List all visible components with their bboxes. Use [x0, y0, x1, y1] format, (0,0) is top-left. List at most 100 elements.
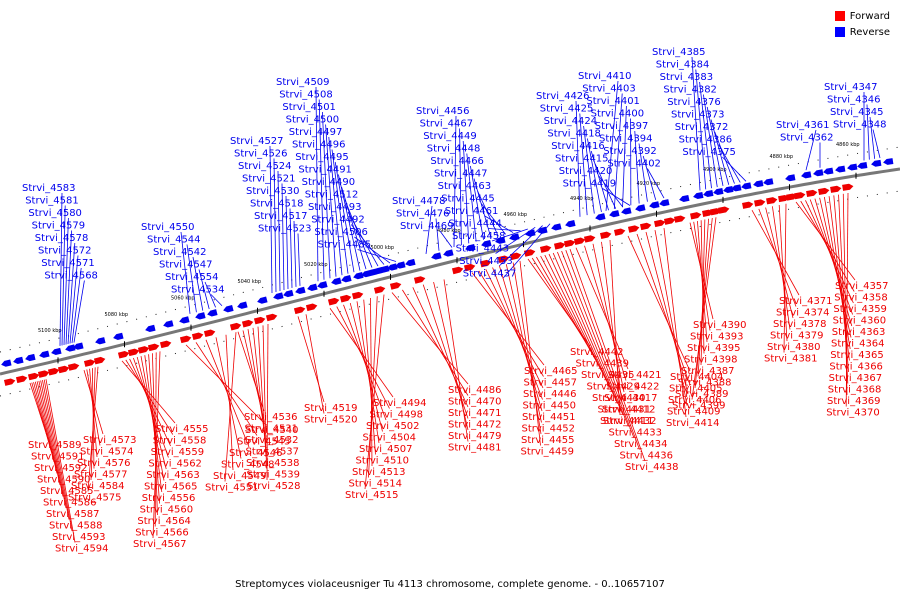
reverse-gene-arrow: [551, 223, 562, 231]
gene-label: Strvi_4587: [46, 509, 100, 520]
forward-gene-arrow: [718, 206, 730, 214]
label-leader-line: [322, 111, 331, 279]
gene-label: Strvi_4397: [595, 121, 649, 132]
axis-tick-label: 4920 kbp: [637, 181, 661, 187]
gene-label: Strvi_4370: [826, 408, 880, 419]
gene-label: Strvi_4517: [254, 211, 308, 222]
label-leader-line: [700, 219, 706, 366]
label-leader-line: [569, 248, 646, 462]
label-leader-line: [594, 163, 617, 209]
reverse-gene-arrow: [595, 213, 606, 221]
gene-label: Strvi_4532: [245, 435, 299, 446]
forward-gene-arrow: [539, 245, 552, 253]
gene-label: Strvi_4577: [74, 470, 128, 481]
gene-label: Strvi_4373: [671, 110, 725, 121]
label-leader-line: [277, 170, 281, 291]
label-leader-line: [266, 324, 269, 481]
gene-label: Strvi_4506: [314, 227, 368, 238]
gene-arrows: [1, 158, 894, 386]
label-leader-line: [368, 296, 378, 478]
gene-label: Strvi_4446: [523, 389, 577, 400]
gene-label: Strvi_4409: [667, 407, 721, 418]
label-leader-line: [152, 351, 161, 539]
gene-label: Strvi_4527: [230, 136, 284, 147]
gene-label: Strvi_4564: [137, 516, 191, 527]
gene-label: Strvi_4443: [456, 244, 510, 255]
label-leader-line: [579, 113, 588, 216]
gene-label: Strvi_4394: [599, 134, 653, 145]
gene-label: Strvi_4400: [591, 109, 645, 120]
label-leader-line: [281, 183, 285, 290]
gene-label: Strvi_4359: [833, 304, 887, 315]
label-leader-line: [561, 250, 635, 439]
reverse-gene-arrow: [649, 201, 660, 209]
label-leader-line: [425, 205, 433, 255]
reverse-gene-arrow: [635, 204, 646, 212]
gene-label: Strvi_4421: [608, 370, 662, 381]
label-leader-line: [609, 239, 621, 416]
reverse-gene-arrow: [813, 169, 824, 177]
gene-label: Strvi_4594: [55, 544, 109, 555]
gene-label: Strvi_4590: [37, 475, 91, 486]
reverse-gene-arrow: [273, 292, 284, 300]
label-leader-line: [495, 226, 536, 254]
gene-label: Strvi_4390: [693, 320, 747, 331]
label-leader-line: [557, 251, 629, 427]
gene-label: Strvi_4450: [523, 401, 577, 412]
reverse-gene-arrow: [621, 207, 632, 215]
gene-label: Strvi_4554: [165, 272, 219, 283]
legend-reverse: Reverse: [834, 24, 890, 40]
label-leader-line: [331, 149, 349, 274]
gene-label: Strvi_4548: [221, 460, 275, 471]
gene-label: Strvi_4549: [213, 471, 267, 482]
axis-tick-label: 5080 kbp: [105, 312, 129, 318]
label-leader-line: [121, 360, 176, 424]
label-leader-line: [706, 106, 724, 186]
gene-label: Strvi_4411: [600, 416, 654, 427]
forward-gene-arrow: [613, 228, 626, 236]
reverse-gene-arrow: [753, 180, 764, 188]
reverse-gene-arrow: [431, 252, 442, 260]
gene-label: Strvi_4465: [524, 366, 578, 377]
axis-tick-label: 4960 kbp: [504, 212, 528, 218]
gene-label: Strvi_4550: [141, 222, 195, 233]
reverse-gene-arrow: [465, 243, 476, 252]
label-leader-line: [592, 243, 625, 393]
gene-label: Strvi_4576: [77, 458, 131, 469]
gene-label: Strvi_4530: [246, 186, 300, 197]
gene-label: Strvi_4461: [445, 206, 499, 217]
reverse-gene-arrow: [73, 342, 84, 350]
label-leader-line: [152, 353, 158, 516]
reverse-gene-arrow: [257, 296, 268, 304]
gene-label: Strvi_4578: [35, 233, 89, 244]
gene-label: Strvi_4544: [147, 235, 201, 246]
gene-label: Strvi_4357: [835, 281, 889, 292]
label-leader-line: [638, 143, 648, 202]
gene-label: Strvi_4495: [295, 152, 349, 163]
gene-label: Strvi_4414: [666, 418, 720, 429]
axis-tick-label: 4940 kbp: [570, 196, 594, 202]
gene-label: Strvi_4481: [448, 443, 502, 454]
gene-label: Strvi_4382: [663, 85, 717, 96]
label-leader-line: [435, 218, 440, 251]
label-leader-line: [318, 99, 325, 280]
gene-label: Strvi_4431: [598, 405, 652, 416]
gene-label: Strvi_4374: [776, 308, 830, 319]
forward-gene-arrow: [754, 199, 766, 207]
label-leader-line: [180, 231, 191, 314]
label-leader-line: [192, 256, 204, 311]
forward-swatch: [834, 11, 845, 21]
label-leader-line: [257, 326, 267, 458]
gene-label: Strvi_4371: [779, 296, 833, 307]
forward-gene-arrow: [93, 356, 106, 365]
gene-label: Strvi_4452: [522, 424, 576, 435]
legend: Forward Reverse: [834, 8, 890, 40]
gene-label: Strvi_4534: [171, 285, 225, 296]
reverse-gene-arrow: [679, 194, 690, 203]
gene-label: Strvi_4537: [246, 447, 300, 458]
label-leader-line: [491, 228, 528, 242]
label-leader-line: [602, 188, 631, 206]
gene-label: Strvi_4437: [463, 269, 517, 280]
gene-label: Strvi_4416: [551, 141, 605, 152]
gene-label: Strvi_4379: [770, 331, 824, 342]
